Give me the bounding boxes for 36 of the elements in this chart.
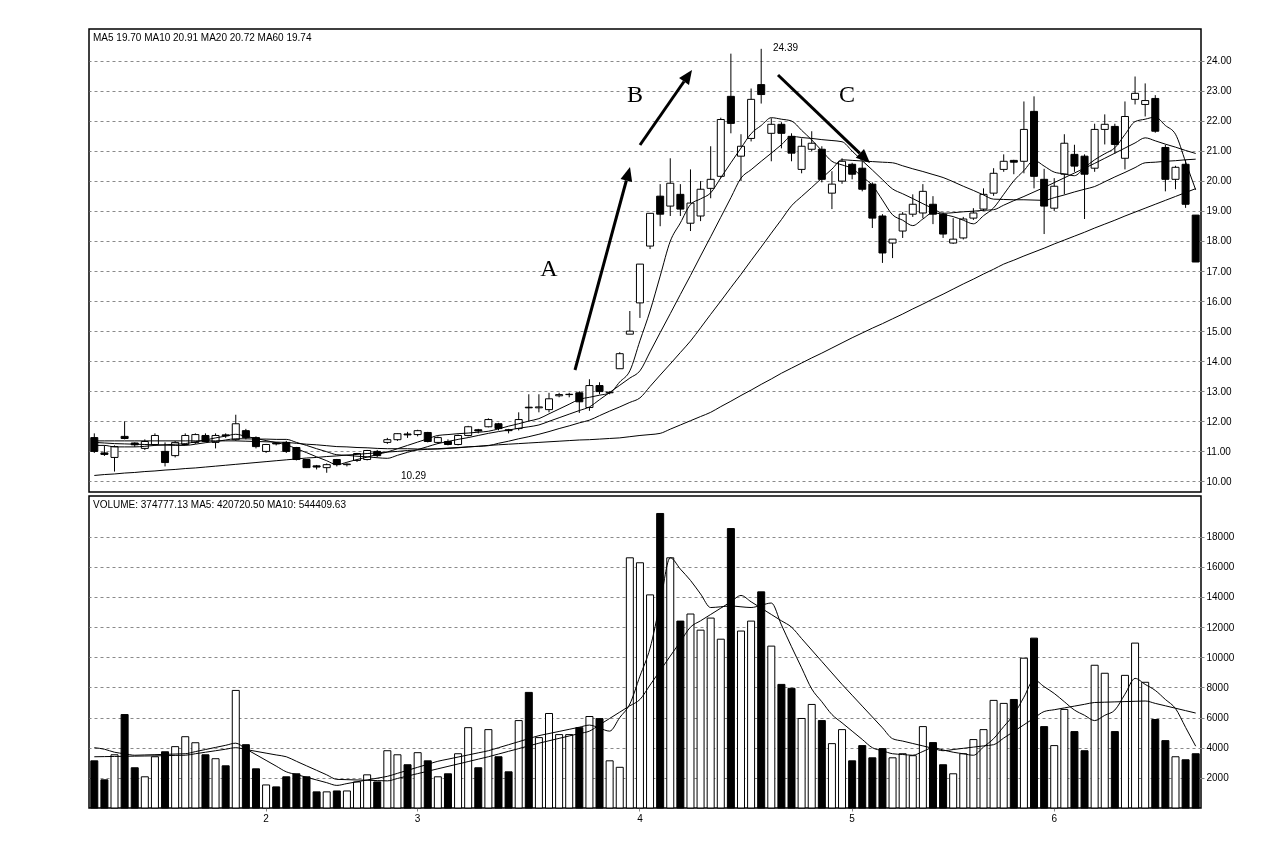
x-tick-label: 6 [1051, 812, 1058, 824]
y-tick-label: 13.00 [1206, 385, 1232, 397]
x-tick-label: 2 [263, 812, 270, 824]
y-tick-label: 19.00 [1206, 205, 1232, 217]
annotation: C [838, 81, 856, 107]
y-tick-label: 22.00 [1206, 115, 1232, 127]
y-tick-label: 20.00 [1206, 175, 1232, 187]
y-tick-label: 15.00 [1206, 325, 1232, 337]
y-tick-label: 17.00 [1206, 265, 1232, 277]
y-tick-label: 18.00 [1206, 235, 1232, 247]
annotation: A [540, 255, 559, 281]
y-tick-label: 23.00 [1206, 85, 1232, 97]
chart-subtitle: MA5 19.70 MA10 20.91 MA20 20.72 MA60 19.74 [93, 32, 312, 43]
annotation: 10.29 [401, 470, 427, 481]
y-tick-label: 2000 [1206, 772, 1230, 784]
annotation: 24.39 [773, 42, 799, 53]
annotation: B [626, 81, 644, 107]
y-tick-label: 14.00 [1206, 355, 1232, 367]
y-tick-label: 8000 [1206, 681, 1230, 693]
y-tick-label: 14000 [1206, 591, 1235, 603]
y-tick-label: 12.00 [1206, 415, 1232, 427]
y-tick-label: 10.00 [1206, 475, 1232, 487]
x-tick-label: 5 [849, 812, 856, 824]
y-tick-label: 11.00 [1206, 445, 1232, 457]
x-tick-label: 4 [637, 812, 644, 824]
chart-subtitle: VOLUME: 374777.13 MA5: 420720.50 MA10: 544409.63 [93, 499, 347, 510]
y-tick-label: 10000 [1206, 651, 1235, 663]
y-tick-label: 21.00 [1206, 145, 1232, 157]
y-tick-label: 4000 [1206, 742, 1230, 754]
y-tick-label: 24.00 [1206, 55, 1232, 67]
y-tick-label: 18000 [1206, 531, 1235, 543]
y-tick-label: 16.00 [1206, 295, 1232, 307]
y-tick-label: 6000 [1206, 712, 1230, 724]
y-tick-label: 12000 [1206, 621, 1235, 633]
y-tick-label: 16000 [1206, 561, 1235, 573]
x-tick-label: 3 [414, 812, 421, 824]
